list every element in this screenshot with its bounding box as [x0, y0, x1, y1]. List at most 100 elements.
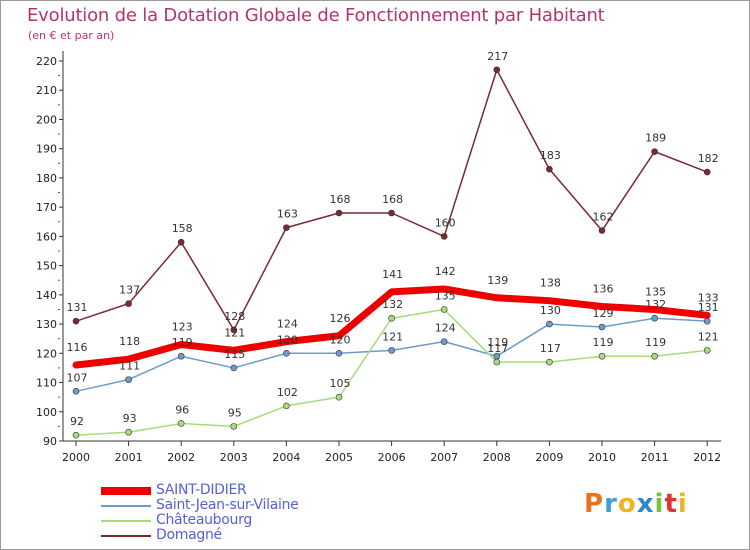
data-label-domagne: 182	[698, 152, 719, 165]
data-point-saint-jean-sur-vilaine	[125, 376, 132, 383]
data-point-saint-jean-sur-vilaine	[440, 338, 448, 345]
data-point-domagne	[388, 209, 395, 217]
x-tick-label: 2003	[220, 451, 248, 464]
data-label-chateaubourg: 117	[487, 342, 508, 355]
legend-swatch	[101, 535, 151, 537]
data-label-saint-jean-sur-vilaine: 120	[330, 333, 351, 346]
data-point-saint-didier	[601, 305, 603, 308]
data-point-saint-jean-sur-vilaine	[651, 314, 658, 322]
y-tick-label: 100	[36, 406, 57, 419]
y-tick-label: 130	[36, 318, 57, 331]
data-point-chateaubourg	[598, 352, 606, 360]
x-tick-label: 2005	[325, 451, 353, 464]
data-label-saint-jean-sur-vilaine: 115	[224, 348, 245, 361]
x-tick-label: 2002	[167, 451, 195, 464]
legend-label: Saint-Jean-sur-Vilaine	[156, 497, 299, 513]
x-tick-label: 2011	[641, 451, 669, 464]
data-point-chateaubourg	[72, 431, 80, 439]
x-tick-label: 2012	[693, 451, 721, 464]
data-point-saint-jean-sur-vilaine	[72, 388, 80, 395]
legend-label: Châteaubourg	[156, 512, 252, 528]
data-label-saint-jean-sur-vilaine: 107	[67, 371, 88, 384]
x-tick-label: 2009	[535, 451, 563, 464]
y-tick-label: 170	[36, 201, 57, 214]
data-point-chateaubourg	[230, 423, 238, 430]
y-tick-label: 210	[36, 84, 57, 97]
data-label-chateaubourg: 102	[277, 386, 298, 399]
data-label-saint-didier: 124	[277, 318, 298, 331]
data-label-saint-didier: 133	[698, 291, 719, 304]
data-point-domagne	[546, 165, 553, 173]
data-label-saint-jean-sur-vilaine: 119	[172, 336, 193, 349]
data-label-domagne: 160	[435, 216, 456, 229]
legend-label: Domagné	[156, 527, 222, 543]
data-point-chateaubourg	[177, 420, 185, 427]
data-label-saint-didier: 123	[172, 321, 193, 334]
data-label-saint-jean-sur-vilaine: 119	[487, 336, 508, 349]
data-point-saint-didier	[127, 358, 130, 361]
data-label-chateaubourg: 119	[645, 336, 666, 349]
logo-letter: o	[617, 489, 637, 519]
y-tick-label: 190	[36, 143, 57, 156]
data-point-saint-didier	[180, 343, 183, 346]
data-label-saint-jean-sur-vilaine: 129	[593, 307, 614, 320]
data-point-saint-jean-sur-vilaine	[388, 347, 395, 354]
data-label-chateaubourg: 93	[123, 412, 137, 425]
data-label-chateaubourg: 121	[698, 330, 719, 343]
proxiti-logo: Proxiti	[584, 489, 688, 519]
data-point-domagne	[703, 168, 711, 176]
data-label-chateaubourg: 135	[435, 289, 456, 302]
data-point-saint-didier	[495, 296, 498, 299]
data-point-saint-didier	[548, 299, 551, 302]
y-tick-label: 220	[36, 55, 57, 68]
data-point-saint-jean-sur-vilaine	[230, 364, 238, 372]
data-point-saint-jean-sur-vilaine	[335, 350, 343, 357]
data-label-chateaubourg: 105	[330, 377, 351, 390]
data-label-saint-didier: 139	[487, 274, 508, 287]
chart-subtitle: (en € et par an)	[28, 29, 115, 42]
axes: 9010011012013014015016017018019020021022…	[36, 51, 721, 464]
data-label-saint-didier: 136	[593, 283, 614, 296]
data-point-chateaubourg	[493, 358, 501, 366]
legend-swatch	[101, 487, 151, 495]
chart-title: Evolution de la Dotation Globale de Fonc…	[27, 5, 605, 26]
data-point-domagne	[177, 238, 185, 246]
data-point-saint-didier	[338, 334, 340, 337]
data-point-chateaubourg	[125, 428, 132, 436]
data-point-chateaubourg	[283, 402, 290, 410]
data-point-domagne	[283, 224, 290, 231]
data-point-domagne	[598, 227, 606, 234]
series-lines	[72, 66, 711, 439]
data-label-saint-jean-sur-vilaine: 124	[435, 322, 456, 335]
x-tick-label: 2008	[483, 451, 511, 464]
legend-label: SAINT-DIDIER	[156, 482, 247, 498]
data-point-saint-jean-sur-vilaine	[177, 352, 185, 360]
data-point-domagne	[493, 66, 501, 74]
data-label-chateaubourg: 132	[382, 298, 403, 311]
data-label-saint-didier: 138	[540, 277, 561, 290]
data-point-domagne	[335, 209, 343, 217]
data-label-saint-jean-sur-vilaine: 131	[698, 301, 719, 314]
data-point-saint-didier	[390, 290, 393, 293]
y-tick-label: 140	[36, 289, 57, 302]
data-label-saint-jean-sur-vilaine: 111	[119, 360, 140, 373]
data-point-domagne	[651, 148, 658, 155]
data-label-domagne: 168	[382, 193, 403, 206]
data-label-domagne: 168	[330, 193, 351, 206]
data-label-chateaubourg: 95	[228, 406, 242, 419]
x-tick-label: 2006	[378, 451, 406, 464]
logo-letter: i	[654, 489, 665, 519]
data-point-domagne	[440, 233, 448, 240]
y-tick-label: 180	[36, 172, 57, 185]
data-label-chateaubourg: 92	[70, 415, 84, 428]
x-tick-label: 2001	[115, 451, 143, 464]
data-point-domagne	[72, 317, 80, 325]
data-label-saint-didier: 126	[330, 312, 351, 325]
x-tick-label: 2010	[588, 451, 616, 464]
data-point-saint-didier	[285, 340, 288, 343]
y-tick-label: 160	[36, 230, 57, 243]
y-tick-label: 120	[36, 347, 57, 360]
data-point-chateaubourg	[335, 393, 343, 401]
data-label-saint-didier: 116	[67, 341, 88, 354]
